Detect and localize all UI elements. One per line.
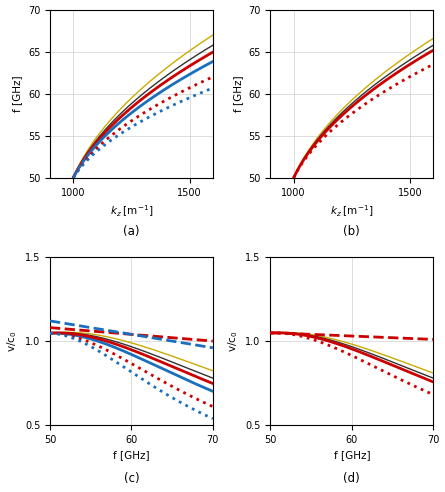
X-axis label: f [GHz]: f [GHz] [334,451,370,461]
Text: (d): (d) [344,472,360,485]
X-axis label: $k_z\;[\mathrm{m}^{-1}]$: $k_z\;[\mathrm{m}^{-1}]$ [110,203,153,219]
Y-axis label: v/c$_0$: v/c$_0$ [226,330,240,352]
Text: (a): (a) [123,225,140,238]
X-axis label: f [GHz]: f [GHz] [113,451,150,461]
Y-axis label: f [GHz]: f [GHz] [12,75,22,112]
Text: (b): (b) [344,225,360,238]
X-axis label: $k_z\;[\mathrm{m}^{-1}]$: $k_z\;[\mathrm{m}^{-1}]$ [330,203,373,219]
Text: (c): (c) [124,472,139,485]
Y-axis label: v/c$_0$: v/c$_0$ [5,330,19,352]
Y-axis label: f [GHz]: f [GHz] [233,75,243,112]
